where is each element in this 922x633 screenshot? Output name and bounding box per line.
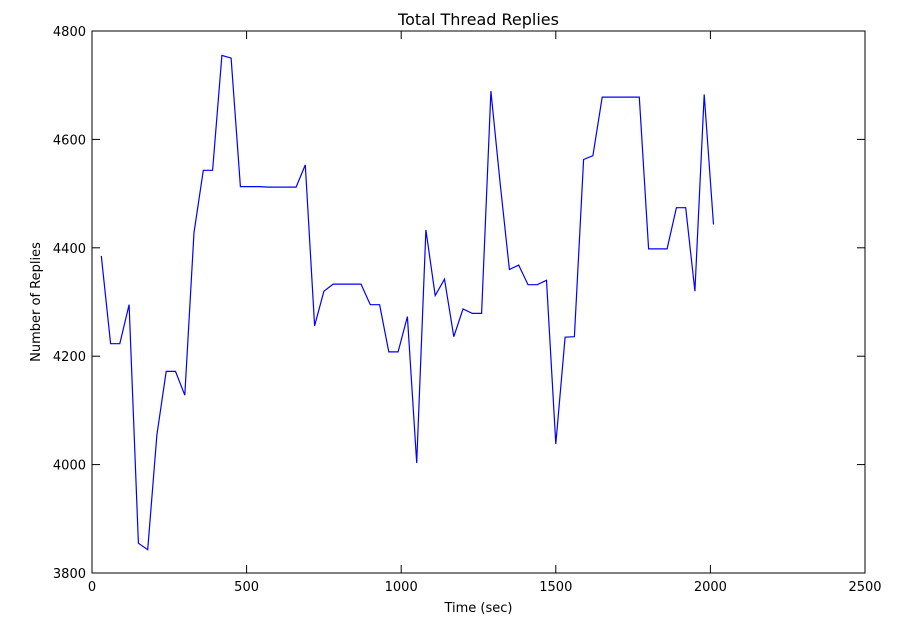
tick-layer: 0 500 1000 1500 2000 2500 3800 4000 4200 4400 4600… [53, 25, 882, 595]
y-axis-label: Number of Replies [29, 242, 44, 362]
y-tick-label: 4600 [53, 133, 86, 148]
y-tick-label: 3800 [53, 567, 86, 582]
x-tick-label: 2000 [694, 580, 727, 595]
y-tick-label: 4000 [53, 459, 86, 474]
series-layer [100, 54, 715, 551]
chart-title: Total Thread Replies [397, 10, 559, 29]
x-tick-label: 0 [88, 580, 96, 595]
x-tick-label: 500 [234, 580, 259, 595]
y-tick-label: 4400 [53, 242, 86, 257]
x-tick-label: 2500 [848, 580, 881, 595]
x-axis-label: Time (sec) [443, 601, 512, 616]
y-tick-label: 4800 [53, 25, 86, 40]
x-tick-label: 1500 [539, 580, 572, 595]
y-tick-label: 4200 [53, 350, 86, 365]
series-line [100, 54, 715, 551]
x-tick-label: 1000 [385, 580, 418, 595]
plot-area-frame [91, 30, 866, 574]
